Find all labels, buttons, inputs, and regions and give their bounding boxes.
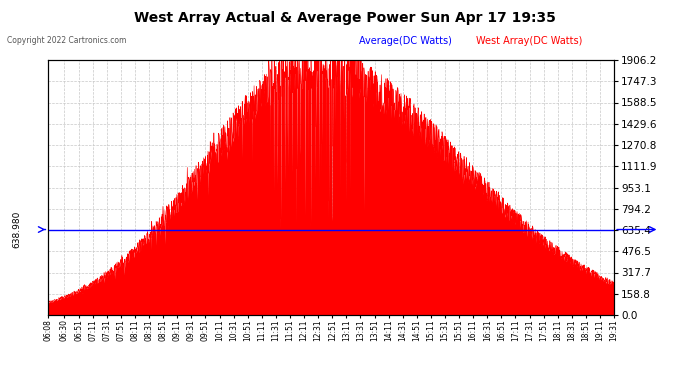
Text: West Array Actual & Average Power Sun Apr 17 19:35: West Array Actual & Average Power Sun Ap… <box>134 11 556 25</box>
Text: West Array(DC Watts): West Array(DC Watts) <box>476 36 582 46</box>
Text: Copyright 2022 Cartronics.com: Copyright 2022 Cartronics.com <box>7 36 126 45</box>
Text: 638.980: 638.980 <box>12 211 22 248</box>
Text: Average(DC Watts): Average(DC Watts) <box>359 36 452 46</box>
